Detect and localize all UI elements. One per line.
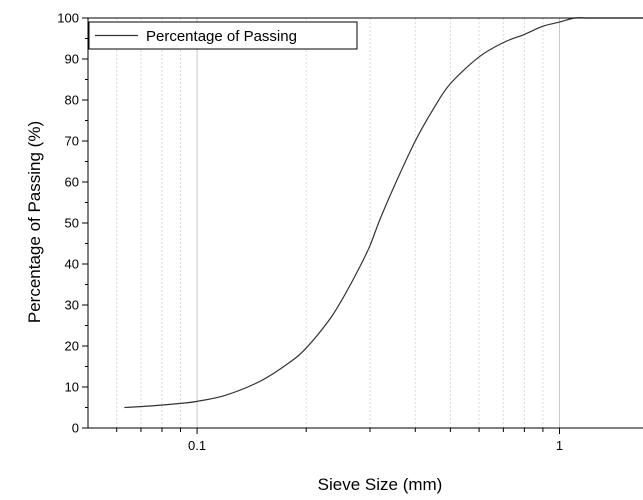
y-tick-label: 40 — [65, 257, 79, 272]
x-tick-label: 0.1 — [188, 438, 206, 453]
y-tick-label: 0 — [72, 421, 79, 436]
y-tick-label: 50 — [65, 216, 79, 231]
y-tick-label: 10 — [65, 380, 79, 395]
legend-entry-label: Percentage of Passing — [146, 28, 297, 45]
y-tick-label: 20 — [65, 339, 79, 354]
y-tick-label: 100 — [57, 11, 79, 26]
y-tick-label: 60 — [65, 175, 79, 190]
x-axis-title: Sieve Size (mm) — [318, 475, 443, 494]
plot-frame — [87, 17, 643, 429]
y-tick-label: 80 — [65, 93, 79, 108]
y-axis-title: Percentage of Passing (%) — [25, 121, 44, 323]
grid-layer — [116, 18, 560, 428]
series-layer — [124, 17, 643, 409]
legend: Percentage of Passing — [88, 21, 358, 50]
y-tick-label: 30 — [65, 298, 79, 313]
y-tick-label: 70 — [65, 134, 79, 149]
y-tick-label: 90 — [65, 52, 79, 67]
series-line-percentage-of-passing — [124, 17, 643, 409]
x-tick-label: 1 — [556, 438, 563, 453]
